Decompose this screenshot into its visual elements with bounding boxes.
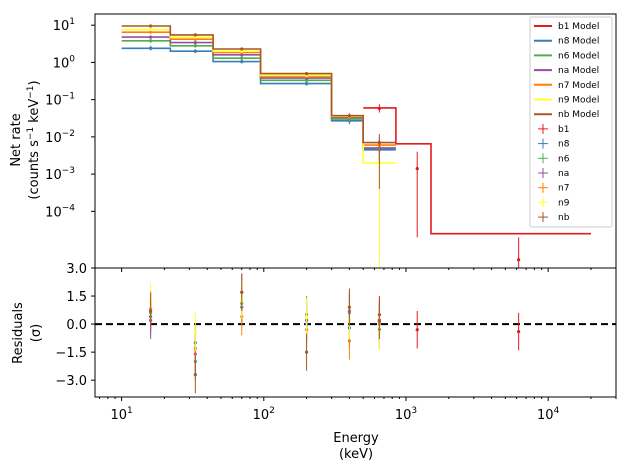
xlabel-line2: (keV) [339,447,373,462]
legend-label-n9: n9 Model [558,96,599,106]
top-ylabel-line2: (counts s−1 keV−1) [26,80,42,199]
point-n9-2 [240,49,244,53]
xtick-label: 102 [253,406,275,423]
legend-box [529,16,613,228]
resid-point-nb-2 [240,290,244,294]
ytick-label: 10−1 [45,92,75,109]
xtick-label: 101 [110,406,132,423]
point-na-1 [193,41,197,45]
legend-label-b1: b1 [558,125,569,135]
xtick-label: 103 [395,406,417,423]
spectrum-panel: 101 100 10−1 10−2 10−3 10−4 b1 Model n8 Model n6… [45,13,617,272]
legend-label-b1: b1 Model [558,22,599,32]
resid-point-nb-1 [193,372,197,377]
point-n8-3 [304,81,309,86]
resid-ytick-label: 1.5 [66,290,87,305]
resid-ytick-label: −3.0 [55,374,87,389]
model-step-na [121,36,396,149]
point-b1-2 [517,258,521,262]
ytick-label: 10−2 [45,129,75,146]
point-nb-4 [347,114,351,118]
point-n6-0 [149,39,153,43]
bot-ylabel-line2: (σ) [29,324,44,342]
point-n8-0 [149,46,153,50]
resid-ytick-label: 3.0 [66,262,87,277]
ytick-label: 10−4 [45,203,75,220]
resid-point-n9-1 [193,329,197,334]
point-n6-2 [240,56,244,60]
point-n9-1 [193,35,197,39]
point-n8-1 [193,49,197,53]
legend-label-nb: nb Model [558,110,599,120]
residuals-panel: 3.0 1.5 0.0 −1.5 −3.0 101 102 103 104 [55,262,617,423]
point-nb-3 [304,72,309,76]
legend-label-na: na Model [558,66,599,76]
resid-ytick-label: 0.0 [66,318,87,333]
point-nb-1 [193,33,197,37]
point-n6-1 [193,44,197,48]
point-n6-3 [304,78,309,82]
legend-label-na: na [558,169,569,179]
point-n9-0 [149,28,153,32]
top-frame [94,13,617,269]
resid-point-b1-2 [517,329,521,334]
xtick-label: 104 [537,406,560,423]
legend-label-n6: n6 [558,154,570,164]
bot-ylabel-line1: Residuals [11,302,26,364]
point-nb-5 [377,141,381,145]
point-na-0 [149,35,153,39]
resid-point-b1-1 [415,328,419,332]
legend-label-n8: n8 [558,140,570,150]
axis-labels: Net rate (counts s−1 keV−1) Residuals (σ… [9,80,379,462]
model-step-b1 [363,107,591,235]
legend-label-n6: n6 Model [558,51,599,61]
legend-label-n7: n7 Model [558,81,599,91]
top-ylabel-line1: Net rate [9,113,24,166]
resid-point-n7-4 [347,339,351,343]
point-na-2 [240,53,244,57]
resid-point-nb-5 [377,318,381,322]
point-n8-2 [240,60,244,64]
legend-label-n8: n8 Model [558,37,599,47]
model-step-n6 [121,40,396,149]
model-step-n8 [121,47,396,151]
point-b1-1 [415,167,419,171]
resid-point-nb-3 [304,350,309,354]
point-nb-0 [149,24,153,28]
model-step-nb [121,25,396,144]
xlabel-line1: Energy [333,431,379,446]
ytick-label: 101 [53,17,75,34]
point-n7-0 [149,30,153,34]
bottom-frame [94,267,617,398]
legend-label-n9: n9 [558,198,570,208]
resid-point-n9-3 [304,315,309,319]
legend-label-n7: n7 [558,184,569,194]
resid-point-nb-0 [149,309,153,313]
ytick-label: 100 [53,54,76,71]
point-nb-2 [240,47,244,51]
resid-ytick-label: −1.5 [55,346,87,361]
point-b1-0 [377,106,381,111]
legend-label-nb: nb [558,213,570,223]
resid-point-nb-4 [347,305,351,309]
ytick-label: 10−3 [45,166,75,183]
